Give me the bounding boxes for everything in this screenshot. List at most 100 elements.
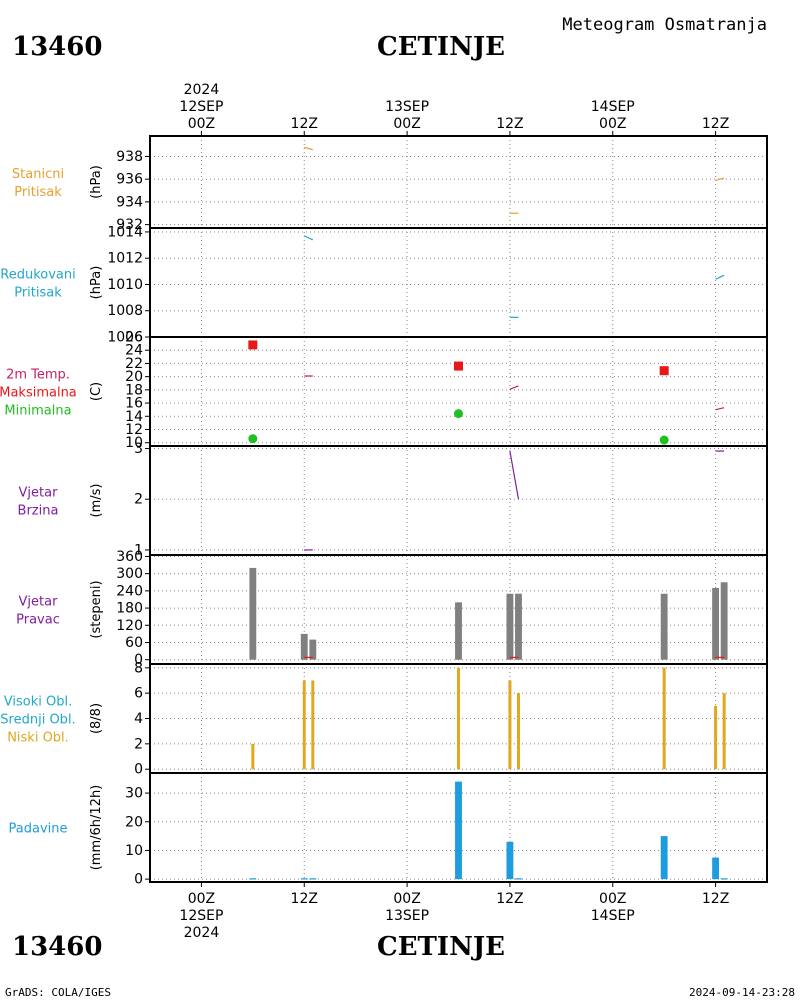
panel-title-line: Padavine xyxy=(9,822,68,837)
precipitation-bar xyxy=(455,781,462,880)
wind_speed-segment xyxy=(509,450,520,500)
panel-title-line: 2m Temp. xyxy=(6,368,70,383)
y-tick-label: 20 xyxy=(125,814,143,830)
wind_direction-bar xyxy=(506,593,514,660)
y-tick-label: 0 xyxy=(134,762,143,778)
wind_direction-bar xyxy=(515,593,522,660)
temp-min-point xyxy=(659,435,669,445)
precipitation-bar xyxy=(249,878,257,880)
wind_direction-bar xyxy=(455,602,462,660)
panel-title-line: Visoki Obl. xyxy=(4,695,72,710)
panel-title-line: Niski Obl. xyxy=(7,731,69,746)
clouds-bar xyxy=(516,693,520,770)
precipitation-bar xyxy=(720,878,728,880)
y-axis-label: (m/s) xyxy=(89,484,104,518)
y-tick-label: 26 xyxy=(125,330,143,346)
panel-title-line: Brzina xyxy=(18,504,59,519)
y-tick-label: 932 xyxy=(116,217,143,233)
y-tick-label: 12 xyxy=(125,422,143,438)
x-tick-label-bottom: 00Z xyxy=(393,891,420,907)
y-tick-label: 4 xyxy=(134,711,143,727)
panel-frame xyxy=(149,445,768,556)
y-tick-label: 10 xyxy=(125,435,143,451)
temperature-segment xyxy=(715,407,725,411)
station-id-bottom: 13460 xyxy=(12,932,102,962)
x-tick-label-top: 12Z xyxy=(702,116,729,132)
precipitation-bar xyxy=(506,841,514,880)
panel-station_pressure: 932 934 936 938 (hPa) Stanicni Pritisak xyxy=(12,135,768,233)
wind_direction-bar xyxy=(249,567,257,660)
y-tick-label: 30 xyxy=(125,786,143,802)
panel-title-line: Redukovani xyxy=(0,268,75,283)
x-tick-label-bottom: 12Z xyxy=(496,891,523,907)
y-tick-label: 0 xyxy=(134,872,143,888)
reduced_pressure-segment xyxy=(303,235,314,241)
y-tick-label: 20 xyxy=(125,369,143,385)
y-axis-label: (hPa) xyxy=(89,165,104,199)
precipitation-bar xyxy=(660,836,668,880)
y-tick-label: 120 xyxy=(116,618,143,634)
clouds-bar xyxy=(722,693,726,770)
y-tick-label: 1014 xyxy=(107,224,143,240)
station-name-top: CETINJE xyxy=(377,32,505,62)
y-tick-label: 8 xyxy=(134,660,143,676)
panel-title-line: Pritisak xyxy=(14,185,62,200)
y-tick-label: 936 xyxy=(116,172,143,188)
y-tick-label: 10 xyxy=(125,843,143,859)
station-name-bottom: CETINJE xyxy=(377,932,505,962)
panel-reduced_pressure: 1006 1008 1010 1012 1014 (hPa) Redukovani Priti… xyxy=(0,224,768,346)
y-tick-label: 2 xyxy=(134,736,143,752)
x-tick-label-bottom: 2024 xyxy=(184,925,220,941)
y-tick-label: 1008 xyxy=(107,303,143,319)
panel-precipitation: 0 10 20 30 (mm/6h/12h) Padavine xyxy=(9,772,768,888)
panel-frame xyxy=(149,772,768,883)
x-tick-label-bottom: 12Z xyxy=(702,891,729,907)
y-axis-label: (hPa) xyxy=(89,266,104,300)
wind_direction-bar xyxy=(660,593,668,660)
temp-min-point xyxy=(454,409,463,419)
y-tick-label: 3 xyxy=(134,441,143,457)
y-tick-label: 16 xyxy=(125,396,143,412)
precipitation-bar xyxy=(300,878,308,880)
y-tick-label: 1006 xyxy=(107,330,143,346)
station_pressure-segment xyxy=(304,146,313,151)
x-tick-label-bottom: 13SEP xyxy=(385,908,429,924)
clouds-bar xyxy=(508,680,512,770)
panel-clouds: 0 2 4 6 8 (8/8) Visoki Obl. Srednji Obl. Niski O… xyxy=(0,660,768,778)
y-tick-label: 240 xyxy=(116,583,143,599)
clouds-bar xyxy=(302,680,306,770)
x-tick-label-bottom: 00Z xyxy=(599,891,626,907)
panel-title-line: Pritisak xyxy=(14,286,62,301)
x-tick-label-top: 00Z xyxy=(393,116,420,132)
temp-max-point xyxy=(454,361,463,371)
precipitation-bar xyxy=(712,857,720,880)
credit: GrADS: COLA/IGES xyxy=(5,986,111,999)
clouds-bar xyxy=(251,743,255,770)
panel-title-line: Minimalna xyxy=(4,404,71,419)
panel-frame xyxy=(149,227,768,338)
station-id-top: 13460 xyxy=(12,32,102,62)
temp-min-point xyxy=(248,434,258,444)
y-axis-label: (stepeni) xyxy=(89,580,104,638)
y-tick-label: 18 xyxy=(125,382,143,398)
precipitation-bar xyxy=(309,878,317,880)
y-tick-label: 6 xyxy=(134,686,143,702)
x-tick-label-top: 13SEP xyxy=(385,99,429,115)
x-tick-label-bottom: 12Z xyxy=(291,891,318,907)
y-tick-label: 300 xyxy=(116,566,143,582)
y-tick-label: 938 xyxy=(116,149,143,165)
panel-title-line: Maksimalna xyxy=(0,386,77,401)
x-tick-label-top: 12SEP xyxy=(179,99,223,115)
wind_direction-bar xyxy=(712,587,720,660)
clouds-bar xyxy=(311,680,315,770)
x-tick-label-top: 00Z xyxy=(599,116,626,132)
temp-max-point xyxy=(659,366,669,376)
wind_direction-bar xyxy=(720,582,728,660)
x-tick-label-top: 14SEP xyxy=(591,99,635,115)
panel-title-line: Vjetar xyxy=(19,486,59,501)
x-tick-label-bottom: 12SEP xyxy=(179,908,223,924)
y-axis-label: (mm/6h/12h) xyxy=(89,785,104,871)
